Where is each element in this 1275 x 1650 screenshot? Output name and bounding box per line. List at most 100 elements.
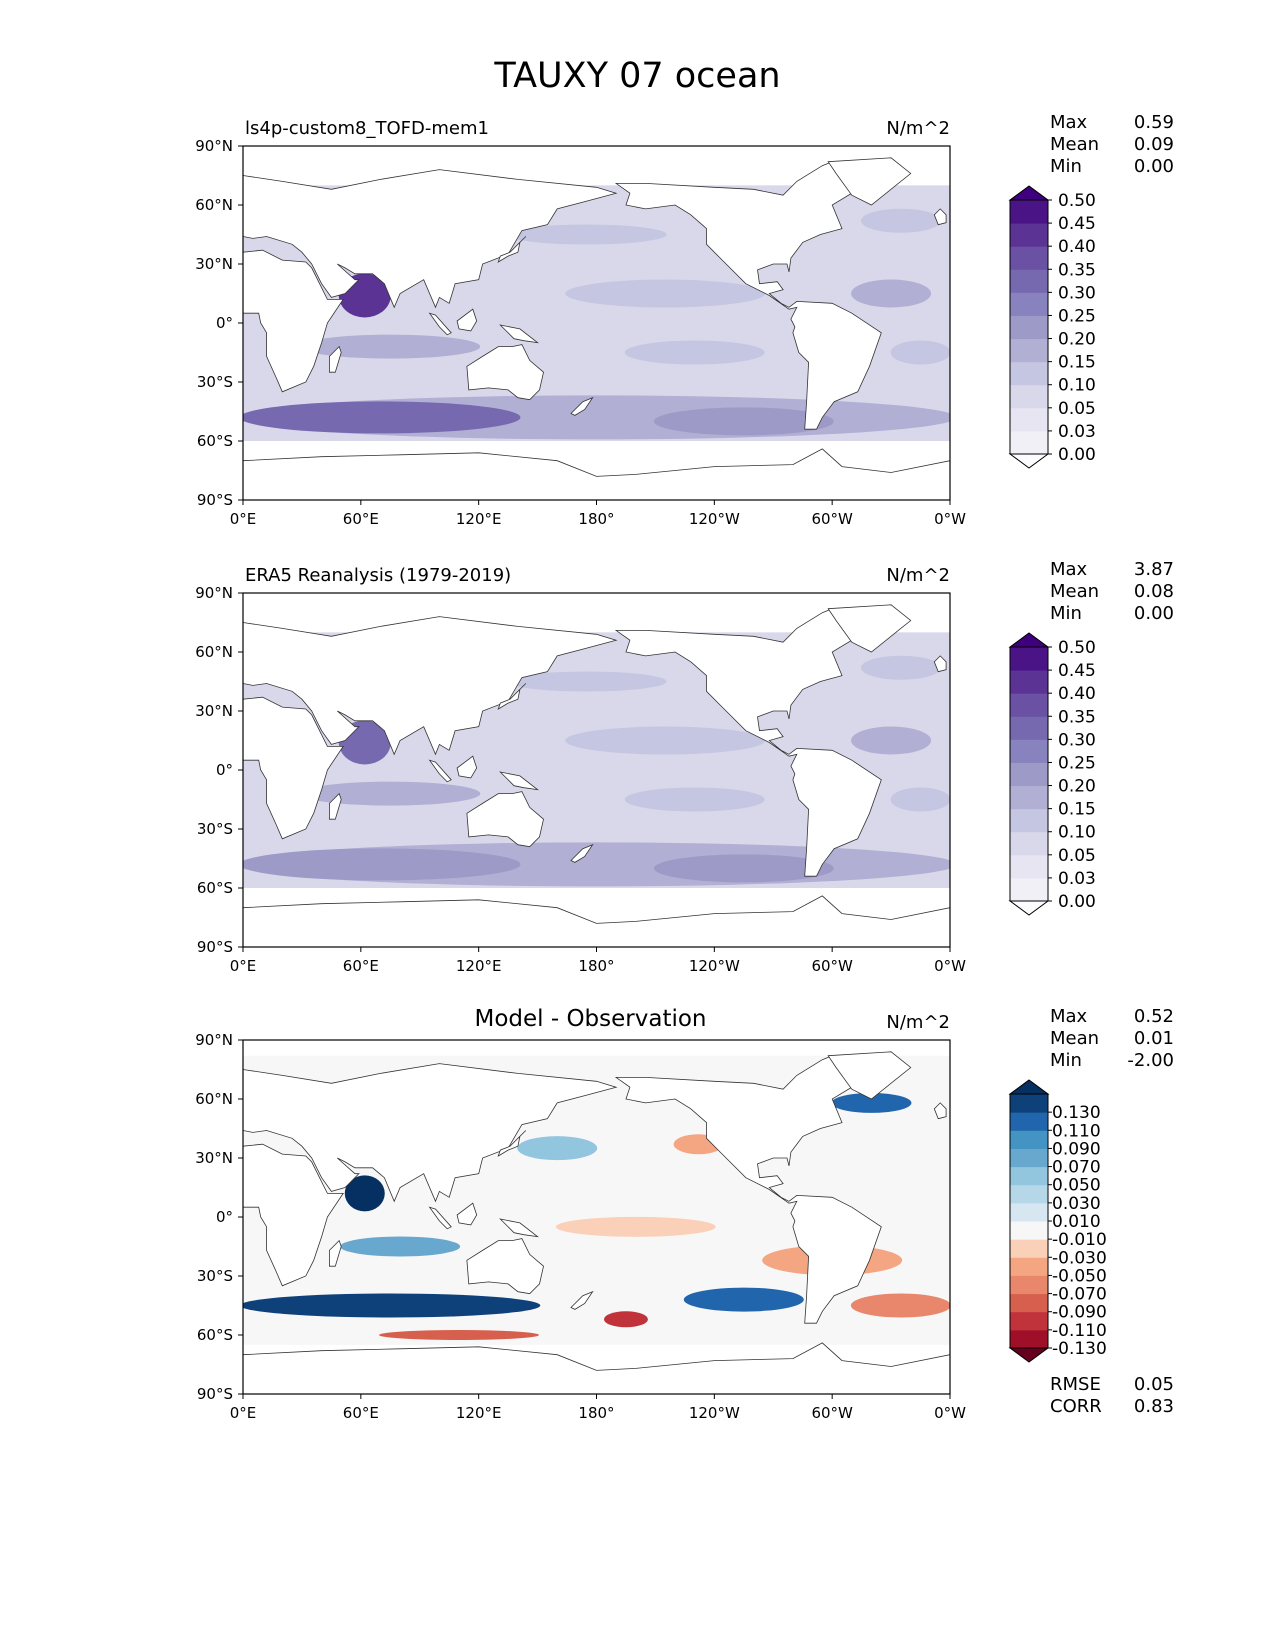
land-antarctica: [243, 1342, 950, 1394]
colorbar-tick-label: 0.030: [1052, 1194, 1101, 1214]
colorbar-tick-label: 0.30: [1058, 730, 1096, 750]
land-british-isles: [933, 1102, 947, 1120]
colorbar-tick-label: 0.50: [1058, 191, 1096, 211]
figure-title: TAUXY 07 ocean: [494, 56, 781, 96]
colorbar-bottom-extend: [1008, 900, 1050, 916]
colorbar-segment: [1010, 693, 1048, 717]
stat-label: Min: [1050, 156, 1082, 177]
diff-southern-indian: [243, 1293, 541, 1318]
land-new-guinea: [499, 771, 540, 791]
lon-tick-label: 60°E: [343, 957, 379, 975]
land-africa: [243, 1143, 344, 1287]
lat-tick-label: 30°S: [197, 373, 233, 391]
diff-subantarctic-band: [379, 1330, 540, 1340]
lat-tick-label: 90°S: [197, 1385, 233, 1403]
colorbar-tick-label: 0.20: [1058, 777, 1096, 797]
colorbar-tick-label: 0.50: [1058, 638, 1096, 658]
stat-label: Mean: [1050, 134, 1100, 155]
panel-title: ls4p-custom8_TOFD-mem1: [245, 118, 489, 139]
lat-tick-label: 90°S: [197, 938, 233, 956]
map-plot: 90°N 60°N 30°N 0° 30°S 60°S 90°S0°E 60°E 120°E 18…: [195, 137, 966, 528]
colorbar-tick-label: 0.45: [1058, 661, 1096, 681]
metric-label: CORR: [1050, 1396, 1102, 1417]
land-eurasia: [243, 169, 618, 309]
lon-tick-label: 60°W: [811, 957, 853, 975]
colorbar-segment: [1010, 877, 1048, 902]
colorbar-tick-label: 0.45: [1058, 214, 1096, 234]
stat-value: 3.87: [1133, 559, 1174, 580]
land-british-isles: [933, 208, 947, 226]
map-plot: 90°N 60°N 30°N 0° 30°S 60°S 90°S0°E 60°E 120°E 18…: [195, 584, 966, 975]
colorbar-tick-label: 0.25: [1058, 306, 1096, 326]
stat-label: Min: [1050, 1050, 1082, 1071]
north-atlantic-westerlies: [860, 655, 941, 680]
colorbar-tick-label: 0.110: [1052, 1121, 1101, 1141]
colorbar-tick-label: 0.10: [1058, 376, 1096, 396]
colorbar-tick-label: 0.050: [1052, 1176, 1101, 1196]
colorbar-segment: [1010, 739, 1048, 763]
south-pacific-trades: [624, 787, 765, 812]
metric-value: 0.83: [1133, 1396, 1174, 1417]
south-pacific-trades: [624, 340, 765, 365]
colorbar-tick-label: 0.090: [1052, 1139, 1101, 1159]
lat-tick-label: 90°N: [195, 1031, 233, 1049]
colorbar-segment: [1010, 315, 1048, 340]
land-africa: [243, 696, 344, 840]
colorbar-segment: [1010, 223, 1048, 247]
diff-south-indian-trades: [340, 1236, 461, 1257]
coastlines: [243, 157, 950, 500]
land-british-isles: [933, 655, 947, 673]
colorbar-segment: [1010, 1221, 1048, 1240]
colorbar-segment: [1010, 292, 1048, 316]
north-pacific-trades: [565, 726, 766, 755]
colorbar-tick-label: 0.40: [1058, 684, 1096, 704]
colorbar-tick-label: 0.40: [1058, 237, 1096, 257]
lat-tick-label: 90°S: [197, 491, 233, 509]
metric-label: RMSE: [1050, 1374, 1101, 1395]
land-borneo: [456, 1202, 478, 1226]
lon-tick-label: 180°: [578, 1404, 614, 1422]
lon-tick-label: 120°E: [456, 510, 502, 528]
colorbar-segment: [1010, 1184, 1048, 1204]
colorbar-segment: [1010, 808, 1048, 833]
panel-stats: Max 0.52 Mean 0.01 Min -2.00: [1050, 1006, 1174, 1072]
stat-value: -2.00: [1127, 1050, 1174, 1071]
colorbar: -0.130-0.110-0.090-0.070-0.050-0.030-0.0…: [1008, 1079, 1107, 1363]
land-americas: [614, 161, 882, 430]
panel-metrics: RMSE 0.05 CORR 0.83: [1050, 1374, 1174, 1418]
colorbar-tick-label: 0.00: [1058, 892, 1096, 912]
south-indian-trades: [300, 781, 481, 806]
land-new-zealand: [570, 1290, 594, 1310]
stat-label: Mean: [1050, 1028, 1100, 1049]
diff-north-atlantic: [831, 1092, 912, 1113]
land-japan: [497, 1130, 527, 1157]
colorbar-tick-label: 0.03: [1058, 422, 1096, 442]
colorbar-tick-label: -0.010: [1052, 1230, 1107, 1250]
colorbar-segment: [1010, 647, 1048, 671]
lon-tick-label: 180°: [578, 510, 614, 528]
colorbar-segment: [1010, 1257, 1048, 1276]
diff-central-south-pacific: [603, 1311, 648, 1328]
north-pacific-westerlies: [506, 224, 667, 245]
stat-max: Max 3.87: [1050, 559, 1174, 581]
land-sumatra: [428, 759, 452, 783]
colorbar-segment: [1010, 1094, 1048, 1113]
stat-value: 0.09: [1133, 134, 1174, 155]
lon-tick-label: 60°E: [343, 1404, 379, 1422]
stat-label: Min: [1050, 603, 1082, 624]
colorbar-segment: [1010, 338, 1048, 363]
stat-label: Max: [1050, 559, 1088, 580]
land-americas: [614, 608, 882, 877]
land-greenland: [827, 604, 912, 653]
land-eurasia: [243, 1063, 618, 1203]
lat-tick-label: 30°S: [197, 1267, 233, 1285]
colorbar-tick-label: 0.30: [1058, 283, 1096, 303]
land-greenland: [827, 1051, 912, 1100]
lat-tick-label: 30°N: [195, 1149, 233, 1167]
land-greenland: [827, 157, 912, 206]
land-madagascar: [329, 345, 342, 373]
map-plot: 90°N 60°N 30°N 0° 30°S 60°S 90°S0°E 60°E 120°E 18…: [195, 1031, 966, 1422]
colorbar-tick-label: 0.35: [1058, 707, 1096, 727]
lon-tick-label: 0°W: [934, 1404, 966, 1422]
land-new-zealand: [570, 396, 594, 416]
